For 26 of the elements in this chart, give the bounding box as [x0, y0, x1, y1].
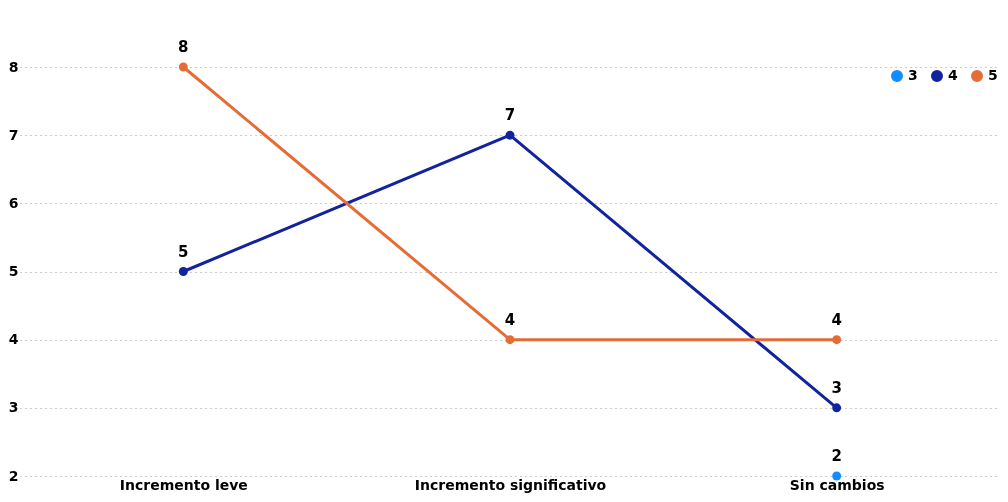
data-label: 4	[504, 310, 516, 329]
x-tick-label: Incremento leve	[119, 476, 248, 493]
point	[505, 130, 515, 140]
point	[832, 403, 842, 413]
point	[178, 62, 188, 72]
y-tick-label: 2	[8, 467, 19, 484]
y-tick-label: 7	[8, 126, 19, 143]
y-tick-label: 8	[8, 58, 19, 75]
legend-label: 3	[908, 67, 918, 83]
y-tick-label: 6	[8, 194, 19, 211]
point	[832, 335, 842, 345]
data-label: 2	[831, 447, 842, 465]
y-tick-label: 4	[8, 331, 19, 348]
legend-label: 4	[948, 67, 958, 83]
legend-label: 5	[988, 67, 998, 83]
data-label: 3	[831, 378, 842, 397]
x-tick-label: Sin cambios	[789, 476, 885, 493]
data-label: 8	[178, 38, 189, 56]
y-tick-label: 5	[8, 263, 19, 279]
data-label: 5	[178, 242, 189, 261]
point	[505, 335, 515, 345]
data-label: 4	[831, 310, 842, 329]
point	[178, 267, 188, 276]
x-tick-label: Incremento significativo	[414, 476, 607, 493]
y-tick-label: 3	[8, 399, 19, 416]
data-label: 7	[504, 106, 516, 125]
